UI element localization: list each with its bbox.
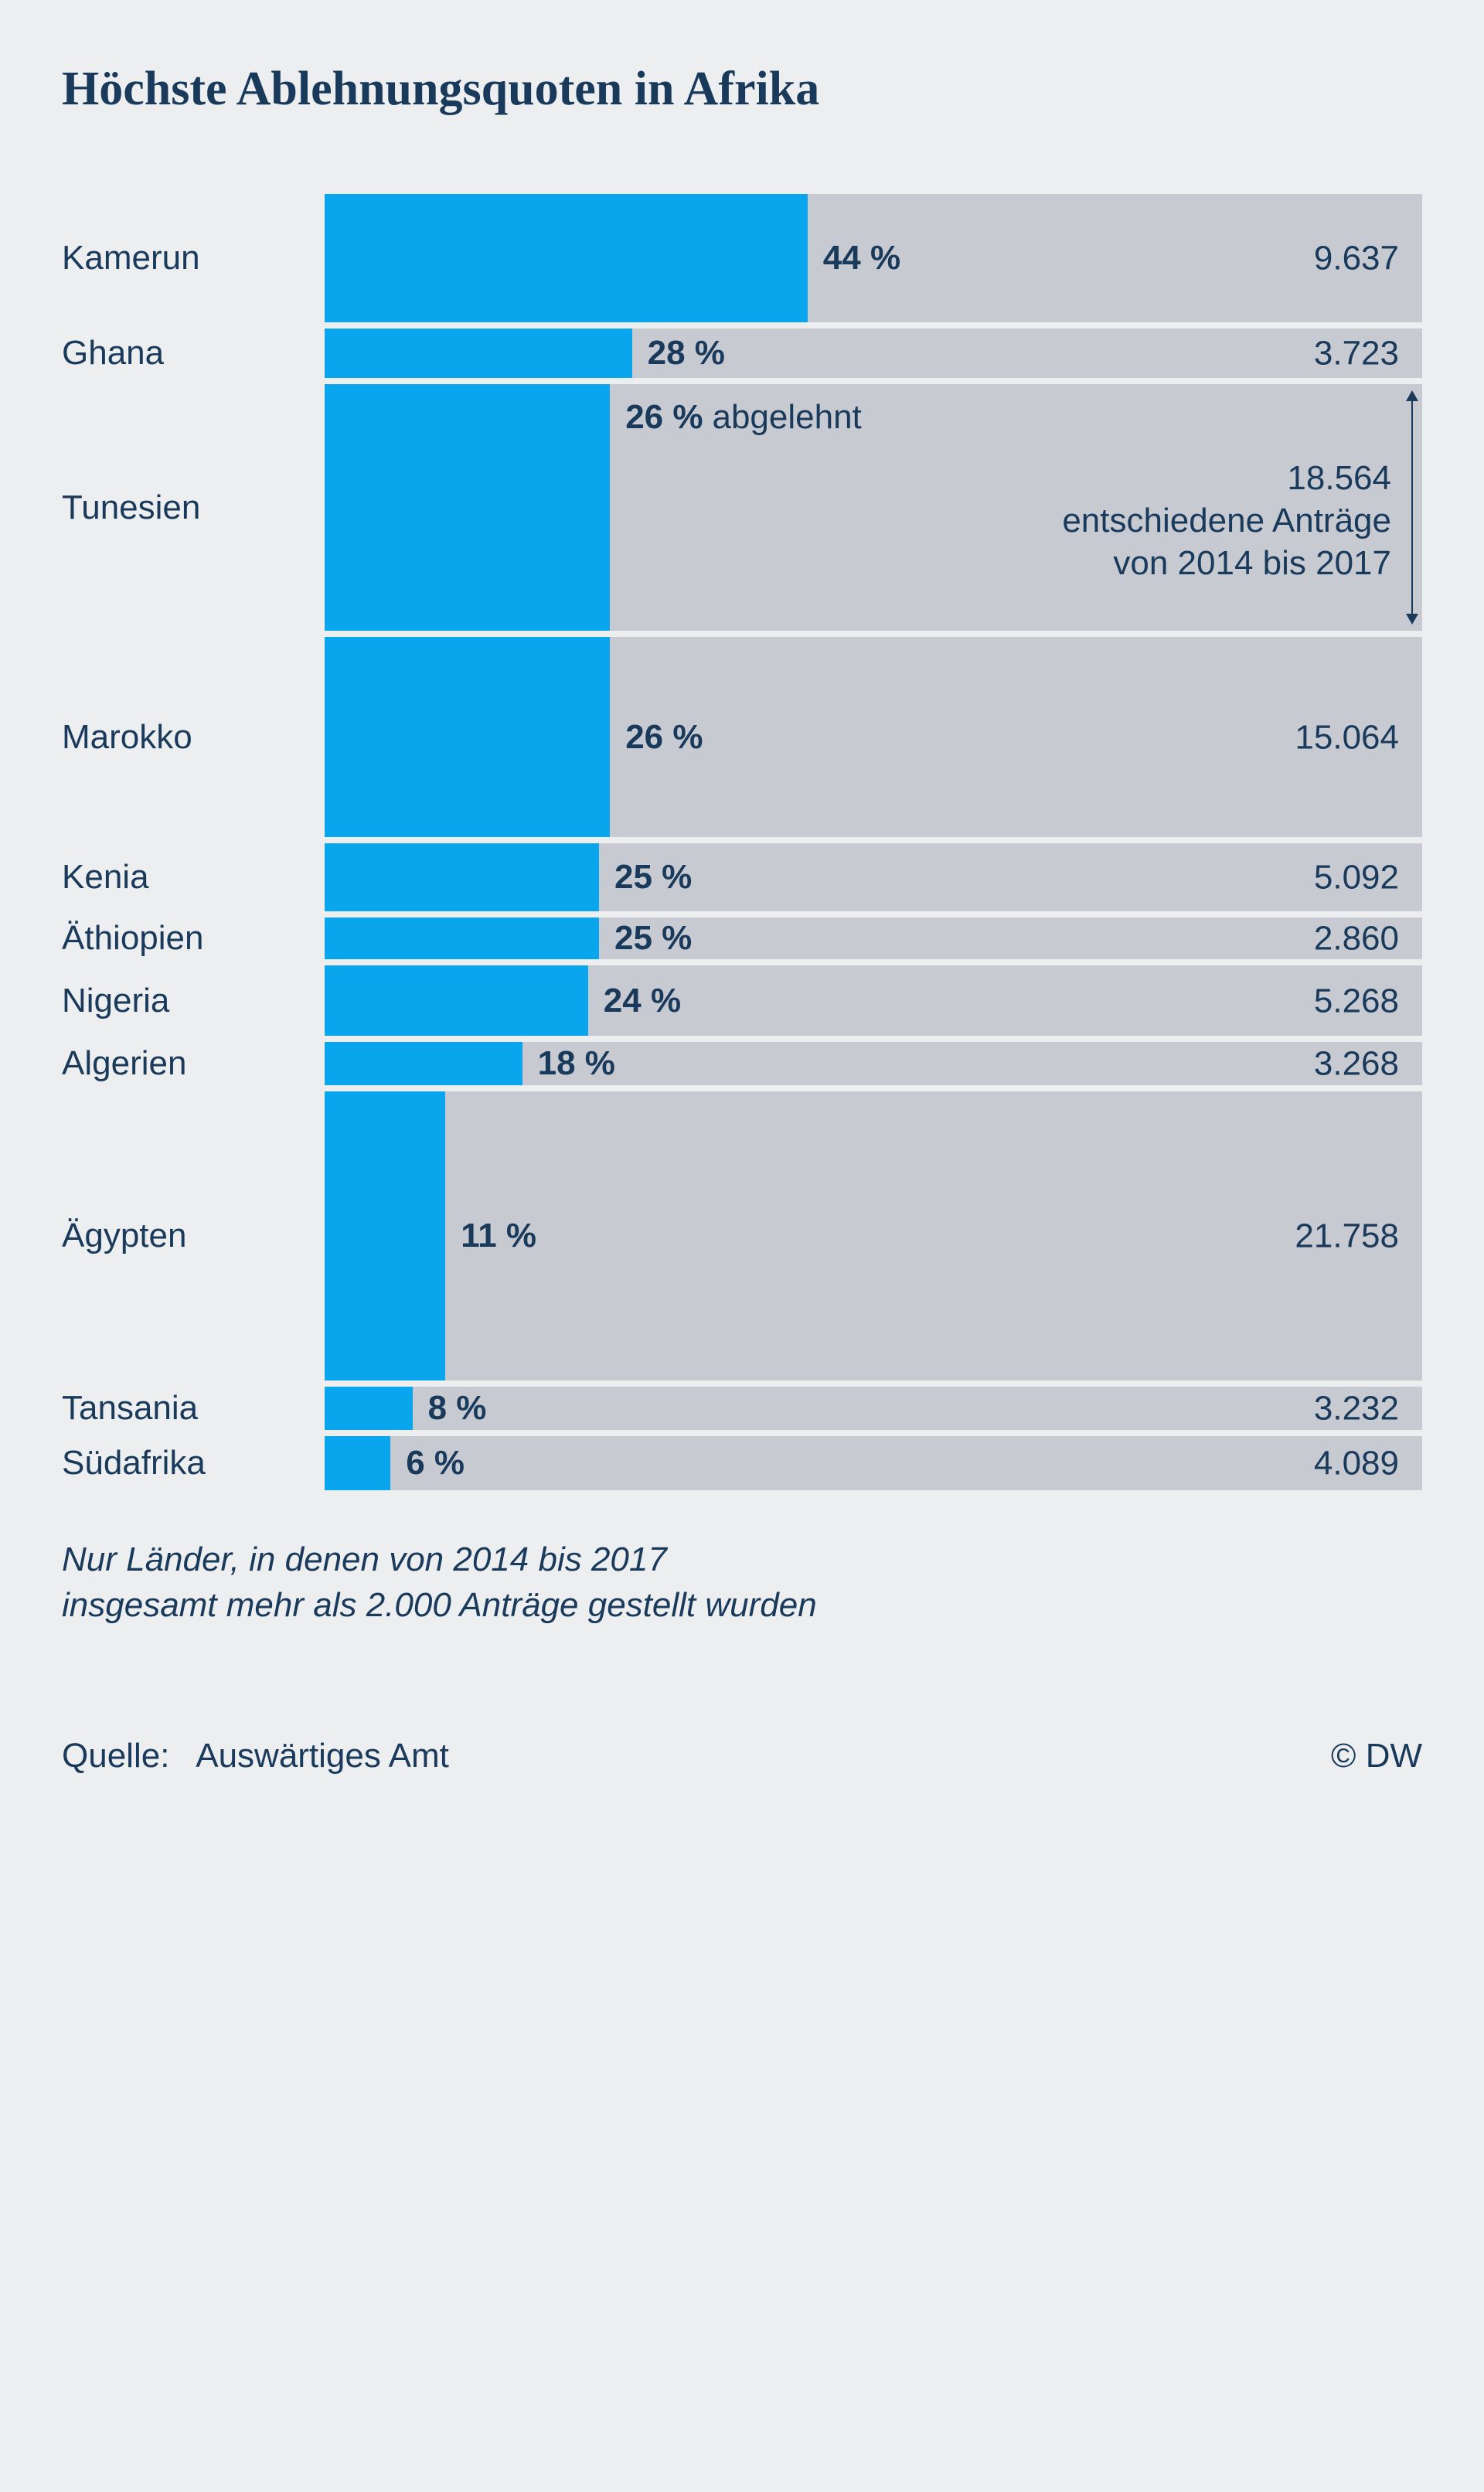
pct-label: 26 %: [610, 718, 703, 757]
bar-track: 26 %abgelehnt 18.564entschiedene Anträgev…: [325, 384, 1422, 631]
chart-footer: Quelle: Auswärtiges Amt © DW: [62, 1737, 1422, 1775]
total-label: 18.564entschiedene Anträgevon 2014 bis 2…: [1062, 457, 1391, 584]
bar-track: 25 % 2.860: [325, 917, 1422, 959]
pct-label: 25 %: [599, 919, 692, 958]
bar-row: Südafrika 6 % 4.089: [62, 1436, 1422, 1490]
bar-row: Ägypten 11 % 21.758: [62, 1091, 1422, 1380]
country-label: Nigeria: [62, 982, 325, 1020]
country-label: Tansania: [62, 1389, 325, 1428]
total-label: 3.268: [1314, 1043, 1399, 1085]
footnote-line: insgesamt mehr als 2.000 Anträge gestell…: [62, 1582, 1422, 1628]
range-arrow-icon: [1404, 390, 1421, 625]
bar-track: 24 % 5.268: [325, 965, 1422, 1036]
source-value: Auswärtiges Amt: [196, 1737, 449, 1775]
country-label: Ghana: [62, 334, 325, 373]
annotation-line: entschiedene Anträge: [1062, 499, 1391, 542]
pct-label: 25 %: [599, 858, 692, 897]
country-label: Algerien: [62, 1044, 325, 1083]
chart-container: Höchste Ablehnungsquoten in Afrika Kamer…: [62, 62, 1422, 1775]
bar-row: Tunesien 26 %abgelehnt 18.564entschiedene …: [62, 384, 1422, 631]
bar-fill: [325, 917, 599, 959]
bar-row: Marokko 26 % 15.064: [62, 637, 1422, 837]
pct-label: 6 %: [390, 1444, 465, 1483]
chart-title: Höchste Ablehnungsquoten in Afrika: [62, 62, 1422, 117]
bar-track: 18 % 3.268: [325, 1042, 1422, 1085]
source-label: Quelle:: [62, 1737, 169, 1775]
total-label: 5.092: [1314, 856, 1399, 899]
bar-fill: [325, 1042, 522, 1085]
copyright: © DW: [1331, 1737, 1422, 1775]
total-label: 9.637: [1314, 237, 1399, 280]
country-label: Tunesien: [62, 489, 325, 527]
bar-fill: [325, 329, 632, 378]
bar-fill: [325, 843, 599, 911]
total-label: 15.064: [1295, 716, 1399, 758]
bar-track: 28 % 3.723: [325, 329, 1422, 378]
bar-fill: [325, 965, 588, 1036]
bar-row: Kenia 25 % 5.092: [62, 843, 1422, 911]
total-label: 2.860: [1314, 917, 1399, 960]
pct-suffix: abgelehnt: [703, 398, 861, 437]
bar-fill: [325, 637, 610, 837]
bar-track: 8 % 3.232: [325, 1387, 1422, 1430]
country-label: Ägypten: [62, 1217, 325, 1255]
pct-label: 11 %: [445, 1217, 536, 1255]
pct-label: 8 %: [413, 1389, 487, 1428]
bar-track: 26 % 15.064: [325, 637, 1422, 837]
bar-track: 44 % 9.637: [325, 194, 1422, 322]
pct-label: 44 %: [808, 239, 900, 277]
total-label: 5.268: [1314, 979, 1399, 1022]
bar-track: 11 % 21.758: [325, 1091, 1422, 1380]
pct-label: 26 %: [610, 398, 703, 437]
bar-row: Kamerun 44 % 9.637: [62, 194, 1422, 322]
country-label: Marokko: [62, 718, 325, 757]
bar-track: 25 % 5.092: [325, 843, 1422, 911]
bar-fill: [325, 384, 610, 631]
footnote-line: Nur Länder, in denen von 2014 bis 2017: [62, 1537, 1422, 1582]
country-label: Kamerun: [62, 239, 325, 277]
bar-rows: Kamerun44 %9.637Ghana28 %3.723Tunesien26…: [62, 194, 1422, 1490]
bar-row: Tansania 8 % 3.232: [62, 1387, 1422, 1430]
pct-label: 18 %: [522, 1044, 615, 1083]
total-label: 21.758: [1295, 1215, 1399, 1258]
country-label: Äthiopien: [62, 919, 325, 958]
bar-row: Nigeria 24 % 5.268: [62, 965, 1422, 1036]
bar-track: 6 % 4.089: [325, 1436, 1422, 1490]
bar-fill: [325, 1436, 390, 1490]
bar-row: Algerien 18 % 3.268: [62, 1042, 1422, 1085]
bar-fill: [325, 1091, 445, 1380]
chart-footnote: Nur Länder, in denen von 2014 bis 2017in…: [62, 1537, 1422, 1629]
bar-row: Ghana 28 % 3.723: [62, 329, 1422, 378]
source: Quelle: Auswärtiges Amt: [62, 1737, 449, 1775]
total-label: 4.089: [1314, 1442, 1399, 1485]
pct-label: 24 %: [588, 982, 681, 1020]
bar-fill: [325, 194, 808, 322]
country-label: Kenia: [62, 858, 325, 897]
bar-row: Äthiopien 25 % 2.860: [62, 917, 1422, 959]
country-label: Südafrika: [62, 1444, 325, 1483]
pct-label: 28 %: [632, 334, 725, 373]
total-label: 3.723: [1314, 332, 1399, 375]
total-label: 3.232: [1314, 1387, 1399, 1430]
bar-fill: [325, 1387, 413, 1430]
annotation-line: von 2014 bis 2017: [1062, 542, 1391, 584]
